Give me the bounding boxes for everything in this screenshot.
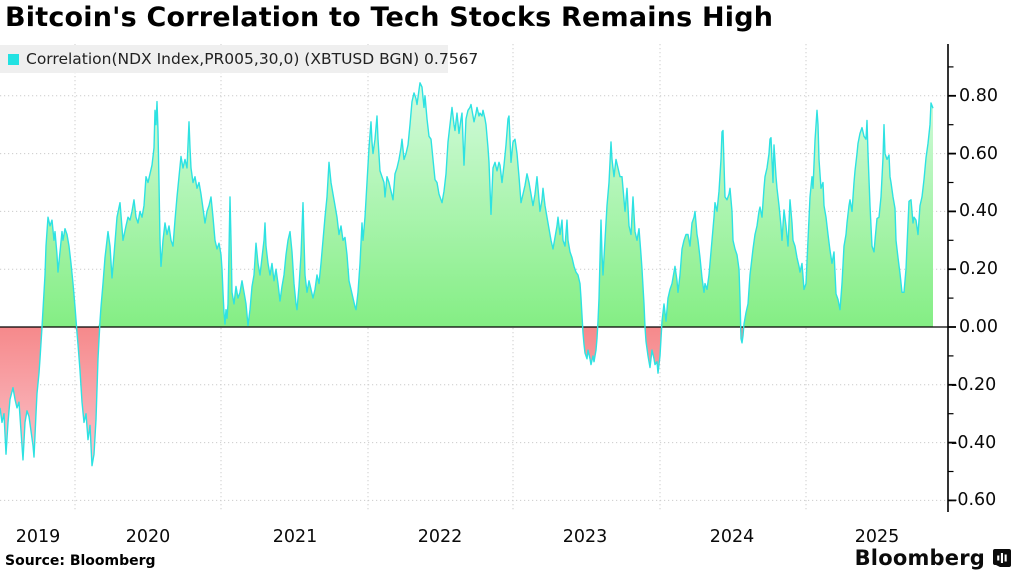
- legend-label: Correlation(NDX Index,PR005,30,0) (XBTUS…: [26, 50, 479, 68]
- y-tick-label: 0.20: [959, 259, 998, 280]
- x-tick-label: 2021: [272, 527, 318, 547]
- positive-correlation-area: [0, 82, 933, 327]
- source-note: Source: Bloomberg: [5, 553, 156, 569]
- y-tick-label: 0.00: [959, 317, 998, 337]
- legend: Correlation(NDX Index,PR005,30,0) (XBTUS…: [0, 45, 478, 73]
- x-tick-label: 2025: [854, 527, 900, 547]
- x-tick-label: 2023: [562, 527, 608, 547]
- bloomberg-logo: Bloomberg: [855, 546, 1012, 570]
- negative-correlation-area: [0, 327, 933, 466]
- x-tick-label: 2020: [125, 527, 171, 547]
- x-tick-label: 2024: [709, 527, 755, 547]
- legend-swatch-icon: [8, 53, 19, 65]
- y-tick-label: -0.20: [951, 374, 997, 395]
- x-tick-label: 2022: [417, 527, 463, 547]
- y-tick-label: 0.40: [959, 201, 998, 222]
- page-title: Bitcoin's Correlation to Tech Stocks Rem…: [5, 2, 774, 33]
- bloomberg-wordmark: Bloomberg: [854, 546, 985, 570]
- correlation-line: [0, 82, 934, 467]
- y-tick-label: -0.60: [951, 490, 997, 511]
- y-tick-label: 0.60: [959, 143, 998, 164]
- x-tick-label: 2019: [15, 527, 61, 547]
- y-tick-label: -0.40: [951, 432, 997, 453]
- y-tick-label: 0.80: [959, 85, 998, 106]
- bloomberg-terminal-icon: [993, 549, 1011, 567]
